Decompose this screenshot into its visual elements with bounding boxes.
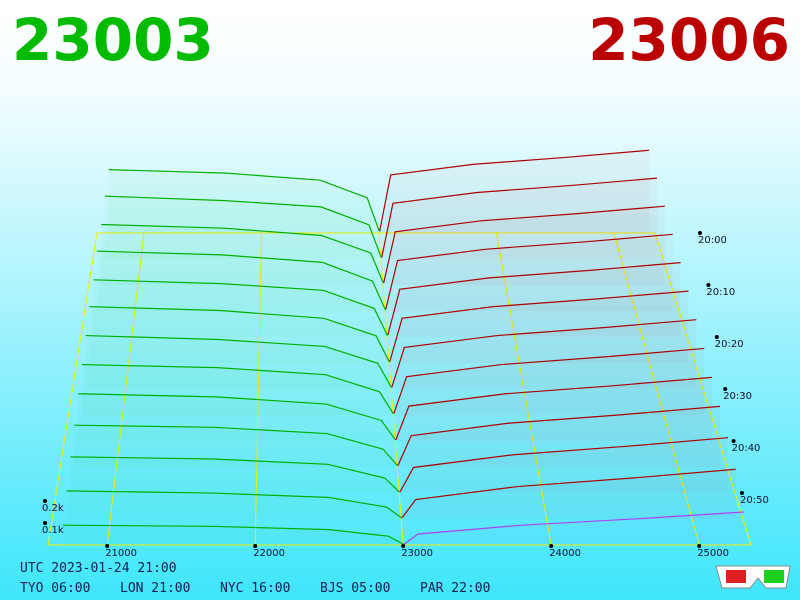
bid-curve — [104, 195, 382, 258]
depth-tick-label: 0.1k — [42, 525, 64, 536]
ask-curve — [393, 347, 705, 414]
x-tick-label: 25000 — [697, 548, 729, 559]
bid-curve — [97, 250, 386, 311]
tick-dot — [697, 544, 702, 548]
ask-curve — [385, 233, 673, 310]
bid-curve — [81, 363, 395, 415]
depth-curves — [62, 149, 744, 545]
tick-dot — [253, 544, 258, 548]
depth-tick-dot — [43, 499, 47, 503]
tick-dot — [549, 544, 554, 548]
time-tick-dot — [723, 387, 728, 391]
clock-label: TYO 06:00 — [20, 581, 90, 596]
bid-curve — [62, 524, 404, 545]
grid-line — [378, 232, 404, 546]
time-tick-dot — [740, 491, 744, 495]
grid-line — [254, 232, 262, 546]
clock-label: BJS 05:00 — [320, 581, 390, 596]
time-tick-label: 20:40 — [732, 443, 761, 454]
bid-curve — [85, 334, 392, 388]
bid-curve — [66, 490, 402, 519]
ask-curve — [389, 290, 689, 362]
bid-curve — [78, 393, 397, 441]
grid-line — [106, 232, 145, 546]
ask-curve — [387, 262, 681, 336]
floor-grid — [47, 232, 752, 546]
ask-curve — [401, 468, 736, 519]
ask-curve — [391, 319, 697, 388]
time-tick-label: 20:00 — [698, 235, 727, 246]
bid-curve — [93, 279, 388, 336]
axis-labels: 21000 22000 23000 24000 25000 20:00 20:10 20:20… — [42, 231, 769, 559]
x-tick-label: 22000 — [253, 548, 285, 559]
utc-label: UTC 2023-01-24 21:00 — [20, 561, 177, 576]
grid-line — [495, 232, 552, 546]
time-tick-dot — [714, 335, 719, 339]
clock-label: NYC 16:00 — [220, 581, 290, 596]
ask-curve — [381, 177, 658, 258]
time-tick-dot — [698, 231, 702, 235]
glasses-icon — [715, 565, 791, 589]
ask-curve — [399, 437, 728, 493]
x-tick-label: 21000 — [105, 548, 137, 559]
time-tick-label: 20:20 — [715, 339, 744, 350]
ask-curve — [403, 511, 744, 545]
x-tick-label: 24000 — [549, 548, 581, 559]
ask-title: 23006 — [588, 6, 790, 74]
clock-label: LON 21:00 — [120, 581, 190, 596]
bid-curve — [74, 424, 399, 467]
ask-curve — [383, 205, 665, 283]
time-tick-label: 20:10 — [706, 287, 735, 298]
bid-title: 23003 — [12, 6, 214, 74]
time-tick-dot — [731, 439, 736, 443]
bid-curve — [108, 169, 380, 232]
ask-curve — [397, 405, 721, 466]
x-tick-label: 23000 — [401, 548, 433, 559]
ask-curve — [379, 149, 650, 232]
bid-curve — [101, 223, 384, 284]
time-tick-dot — [706, 283, 711, 287]
clock-label: PAR 22:00 — [420, 581, 490, 596]
ask-curve — [395, 376, 713, 440]
tick-dot — [401, 544, 406, 548]
time-tick-label: 20:30 — [723, 391, 752, 402]
grid-line — [613, 232, 700, 546]
time-tick-label: 20:50 — [740, 495, 769, 506]
depth-tick-label: 0.2k — [42, 503, 64, 514]
tick-dot — [105, 544, 110, 548]
bid-curve — [70, 456, 400, 493]
bid-curve — [89, 306, 390, 363]
floor-outline — [47, 232, 752, 546]
depth-tick-dot — [43, 521, 47, 525]
